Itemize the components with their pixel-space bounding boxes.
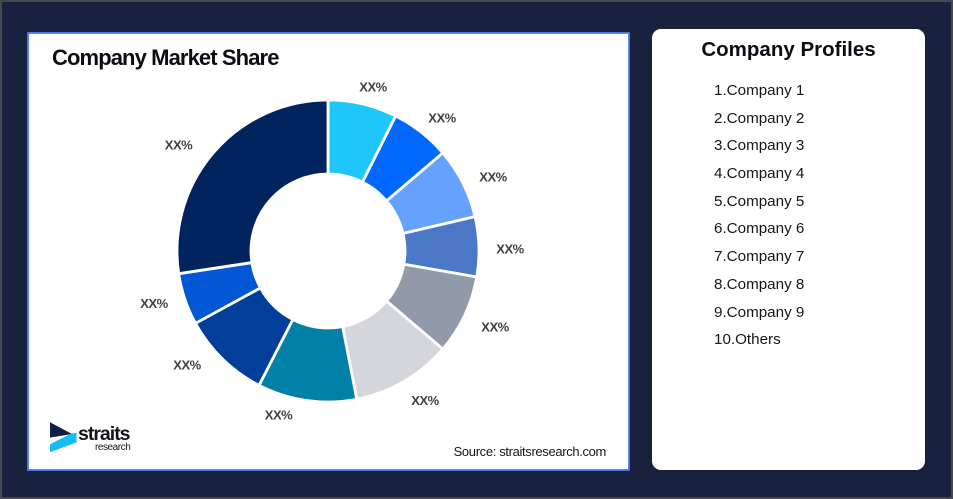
profile-list-item: 2.Company 2	[714, 109, 805, 127]
donut-segment-label: XX%	[173, 358, 201, 373]
profile-list-item: 10.Others	[714, 331, 781, 349]
profile-list-item: 8.Company 8	[714, 275, 805, 293]
donut-segment-label: XX%	[411, 393, 439, 408]
donut-segment-label: XX%	[265, 408, 293, 423]
company-profiles-card: Company Profiles 1.Company 1 2.Company 2 3…	[652, 29, 925, 470]
donut-segment-label: XX%	[496, 242, 524, 257]
profile-list-item: 9.Company 9	[714, 303, 805, 321]
profile-list-item: 1.Company 1	[714, 82, 805, 99]
logo-mark-icon	[49, 421, 76, 452]
logo-brand-subtext: research	[95, 441, 131, 453]
profiles-list: 1.Company 1 2.Company 2 3.Company 3 4.Compa…	[714, 77, 804, 354]
profile-list-item: 5.Company 5	[714, 192, 805, 210]
donut-segment-label: XX%	[481, 320, 509, 335]
donut-segment-label: XX%	[165, 137, 193, 152]
chart-title: Company Market Share	[52, 44, 279, 70]
profile-list-item: 6.Company 6	[714, 220, 805, 238]
profile-list-item: 3.Company 3	[714, 137, 805, 155]
market-share-card: XX% XX% XX% XX% XX% XX% XX% XX% XX% XX% Company M…	[27, 32, 630, 471]
profiles-title: Company Profiles	[701, 37, 876, 61]
donut-segment-label: XX%	[479, 170, 507, 185]
profile-list-item: 7.Company 7	[714, 248, 805, 266]
donut-chart: XX% XX% XX% XX% XX% XX% XX% XX% XX% XX%	[140, 80, 525, 423]
logo-brand-text: straits	[78, 423, 131, 446]
profile-list-item: 4.Company 4	[714, 165, 805, 183]
straits-research-logo: straits research	[49, 421, 160, 460]
donut-segment-label: XX%	[359, 80, 387, 95]
donut-segment-others	[175, 98, 330, 276]
donut-segment-label: XX%	[428, 111, 456, 126]
donut-segment-label: XX%	[140, 296, 168, 311]
source-attribution: Source: straitsresearch.com	[453, 443, 607, 459]
